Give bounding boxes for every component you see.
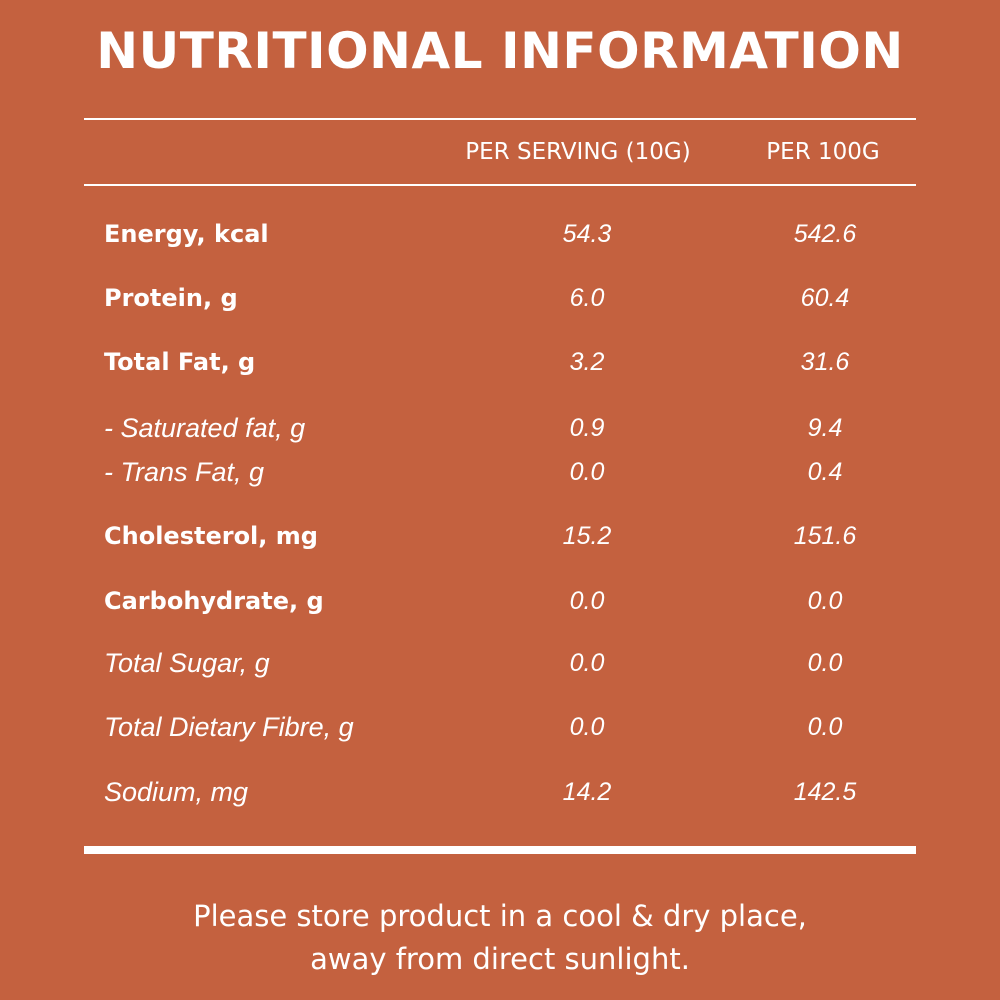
storage-note-line-2: away from direct sunlight.: [310, 942, 690, 976]
per-serving-value: 0.0: [569, 458, 605, 486]
per-100g-value: 0.0: [807, 713, 843, 741]
table-row: Total Fat, g 3.2 31.6: [0, 342, 1000, 382]
nutrient-label: Protein, g: [104, 284, 238, 312]
column-header-per-100g: PER 100G: [766, 139, 880, 165]
header-bottom-divider: [84, 184, 916, 186]
storage-note-line-1: Please store product in a cool & dry pla…: [193, 899, 807, 933]
per-100g-value: 142.5: [793, 778, 857, 806]
per-serving-value: 0.0: [569, 713, 605, 741]
per-serving-value: 14.2: [562, 778, 612, 806]
table-row: Sodium, mg 14.2 142.5: [0, 772, 1000, 812]
nutrient-label: Total Sugar, g: [104, 648, 270, 678]
nutrient-label: - Saturated fat, g: [104, 413, 306, 443]
header-top-divider: [84, 118, 916, 120]
table-row: Total Dietary Fibre, g 0.0 0.0: [0, 707, 1000, 747]
table-row: - Saturated fat, g 0.9 9.4: [0, 408, 1000, 448]
nutrient-label: Total Fat, g: [104, 348, 256, 376]
per-serving-value: 3.2: [569, 348, 605, 376]
per-serving-value: 6.0: [569, 284, 605, 312]
nutrient-label: Cholesterol, mg: [104, 522, 318, 550]
table-row: Carbohydrate, g 0.0 0.0: [0, 581, 1000, 621]
per-100g-value: 0.4: [807, 458, 843, 486]
per-serving-value: 0.9: [569, 414, 605, 442]
per-100g-value: 31.6: [800, 348, 850, 376]
nutrient-label: Carbohydrate, g: [104, 587, 324, 615]
table-row: Energy, kcal 54.3 542.6: [0, 214, 1000, 254]
table-row: Cholesterol, mg 15.2 151.6: [0, 516, 1000, 556]
table-bottom-divider: [84, 846, 916, 854]
per-serving-value: 0.0: [569, 587, 605, 615]
per-100g-value: 151.6: [793, 522, 857, 550]
per-serving-value: 0.0: [569, 649, 605, 677]
nutrient-label: Total Dietary Fibre, g: [104, 712, 354, 742]
nutrient-label: - Trans Fat, g: [104, 457, 265, 487]
per-100g-value: 0.0: [807, 649, 843, 677]
nutrient-label: Energy, kcal: [104, 220, 269, 248]
per-serving-value: 15.2: [562, 522, 612, 550]
storage-note: Please store product in a cool & dry pla…: [0, 895, 1000, 981]
table-row: Total Sugar, g 0.0 0.0: [0, 643, 1000, 683]
per-100g-value: 9.4: [807, 414, 843, 442]
per-100g-value: 0.0: [807, 587, 843, 615]
table-row: - Trans Fat, g 0.0 0.4: [0, 452, 1000, 492]
nutrient-label: Sodium, mg: [104, 777, 249, 807]
column-header-per-serving: PER SERVING (10G): [465, 139, 691, 165]
per-100g-value: 542.6: [793, 220, 857, 248]
per-serving-value: 54.3: [562, 220, 612, 248]
page-title: NUTRITIONAL INFORMATION: [96, 22, 904, 80]
per-100g-value: 60.4: [800, 284, 850, 312]
table-row: Protein, g 6.0 60.4: [0, 278, 1000, 318]
